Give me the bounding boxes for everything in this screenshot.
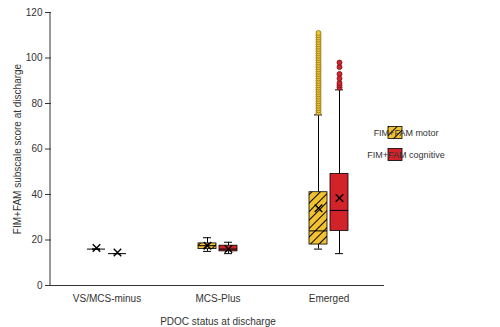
svg-text:20: 20 [31, 234, 43, 245]
svg-text:100: 100 [26, 52, 43, 63]
svg-text:MCS-Plus: MCS-Plus [195, 293, 240, 304]
svg-text:VS/MCS-minus: VS/MCS-minus [73, 293, 141, 304]
svg-text:FIM+FAM motor: FIM+FAM motor [374, 128, 439, 138]
svg-text:Emerged: Emerged [309, 293, 350, 304]
svg-text:80: 80 [31, 98, 43, 109]
svg-text:60: 60 [31, 143, 43, 154]
svg-text:FIM+FAM subscale score at disc: FIM+FAM subscale score at discharge [12, 63, 23, 234]
svg-text:0: 0 [37, 280, 43, 291]
svg-text:120: 120 [26, 7, 43, 18]
svg-text:FIM+FAM cognitive: FIM+FAM cognitive [367, 150, 444, 160]
svg-text:40: 40 [31, 189, 43, 200]
svg-text:PDOC status at discharge: PDOC status at discharge [160, 316, 276, 327]
